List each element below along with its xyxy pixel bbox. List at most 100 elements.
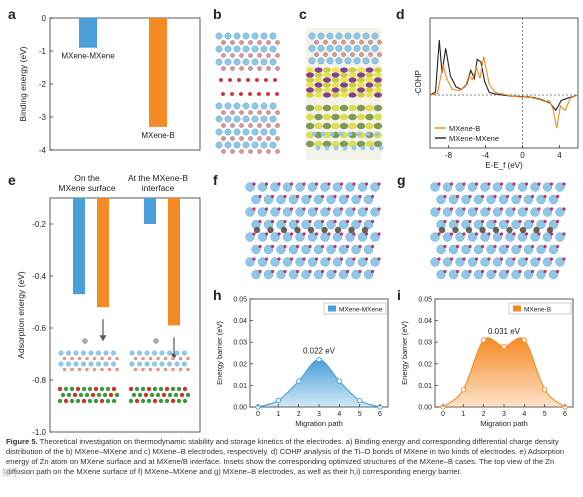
- charge-density-blob: [348, 104, 357, 112]
- o-atom: [163, 356, 168, 361]
- o-atom: [270, 269, 275, 274]
- ti-atom: [517, 207, 528, 217]
- o-atom: [339, 207, 344, 211]
- barrier-point: [481, 337, 487, 343]
- ti-atom: [245, 257, 255, 267]
- ti-atom: [480, 207, 490, 217]
- charge-density-blob: [365, 67, 374, 73]
- charge-density-blob: [365, 113, 374, 121]
- o-atom: [270, 194, 275, 199]
- ti-atom: [442, 232, 453, 242]
- o-atom: [443, 244, 447, 249]
- ti-atom: [461, 269, 471, 280]
- ti-atom: [455, 257, 465, 267]
- charge-density-blob: [323, 92, 331, 98]
- ti-atom: [362, 57, 370, 65]
- ti-atom: [326, 44, 334, 52]
- o-atom: [186, 367, 190, 372]
- ti-atom: [333, 145, 339, 151]
- charge-density-blob: [374, 82, 382, 88]
- charge-density-blob: [348, 92, 357, 98]
- o-atom: [320, 219, 325, 224]
- b-layer-atom: [164, 386, 170, 392]
- b-layer-atom: [75, 386, 81, 392]
- y-tick-label: 0.05: [418, 297, 432, 304]
- ti-atom: [498, 244, 509, 255]
- ti-atom: [276, 194, 286, 205]
- panel-label-c: c: [299, 6, 307, 22]
- charge-density-blob: [357, 82, 365, 88]
- ti-atom: [542, 207, 553, 217]
- ti-atom: [351, 269, 361, 280]
- ti-atom: [351, 145, 357, 151]
- ti-atom: [356, 131, 362, 137]
- o-atom: [493, 194, 497, 199]
- ti-atom: [269, 58, 277, 66]
- ti-atom: [357, 232, 368, 242]
- ti-atom: [215, 141, 223, 149]
- ti-atom: [65, 350, 72, 356]
- bar-group2-series2: [168, 198, 180, 326]
- ti-atom: [257, 257, 268, 267]
- o-atom: [562, 182, 566, 186]
- o-atom: [148, 367, 153, 372]
- ti-atom: [88, 350, 94, 356]
- barrier-point: [296, 378, 302, 384]
- o-atom: [480, 194, 485, 199]
- ti-atom: [362, 32, 370, 40]
- charge-density-blob: [314, 72, 323, 78]
- ti-atom: [345, 207, 355, 217]
- b-layer-atom: [81, 386, 87, 392]
- ti-atom: [260, 58, 268, 66]
- o-atom: [237, 78, 241, 82]
- b-layer-atom: [140, 386, 146, 392]
- ti-atom: [251, 244, 261, 255]
- zn-path-atom: [267, 226, 274, 234]
- ti-atom: [307, 257, 318, 267]
- charge-density-blob: [365, 72, 374, 78]
- charge-density-blob: [322, 104, 332, 112]
- zn-path-atom: [280, 226, 288, 234]
- charge-density-blob: [305, 113, 315, 121]
- ti-atom: [166, 361, 173, 367]
- charge-density-blob: [305, 122, 315, 130]
- caption-figure-number: Figure 5.: [6, 437, 38, 446]
- y-tick-label: 0.01: [418, 383, 432, 390]
- o-atom: [462, 257, 466, 261]
- o-atom: [264, 257, 269, 261]
- ti-atom: [486, 244, 496, 255]
- o-atom: [178, 367, 183, 372]
- ti-atom: [511, 194, 521, 205]
- ti-atom: [276, 244, 286, 255]
- x-tick-label: 6: [378, 411, 382, 418]
- o-atom: [364, 207, 369, 211]
- o-atom: [62, 367, 67, 372]
- o-atom: [302, 207, 306, 211]
- b-layer-atom: [182, 398, 188, 404]
- o-atom: [549, 257, 554, 261]
- ti-atom: [448, 194, 459, 205]
- ti-atom: [542, 232, 553, 242]
- o-atom: [377, 207, 381, 211]
- x-axis-label: E-E_f (eV): [485, 161, 523, 170]
- barrier-point: [357, 397, 363, 404]
- charge-density-blob: [306, 72, 314, 78]
- o-atom: [257, 136, 262, 141]
- b-layer-atom: [152, 386, 158, 392]
- charge-density-blob: [365, 77, 374, 83]
- ti-atom: [351, 244, 361, 255]
- o-atom: [499, 207, 504, 211]
- o-atom: [518, 194, 522, 199]
- o-atom: [264, 78, 268, 82]
- o-atom: [248, 92, 252, 96]
- ti-atom: [505, 207, 515, 217]
- ti-atom: [338, 131, 344, 137]
- o-atom: [352, 207, 356, 211]
- o-atom: [308, 219, 312, 224]
- ti-atom: [351, 219, 361, 230]
- b-layer-atom: [81, 398, 87, 404]
- figure-caption: Figure 5. Theoretical investigation on t…: [6, 437, 578, 477]
- o-atom: [345, 269, 350, 274]
- b-layer-atom: [134, 398, 140, 404]
- o-atom: [230, 136, 235, 141]
